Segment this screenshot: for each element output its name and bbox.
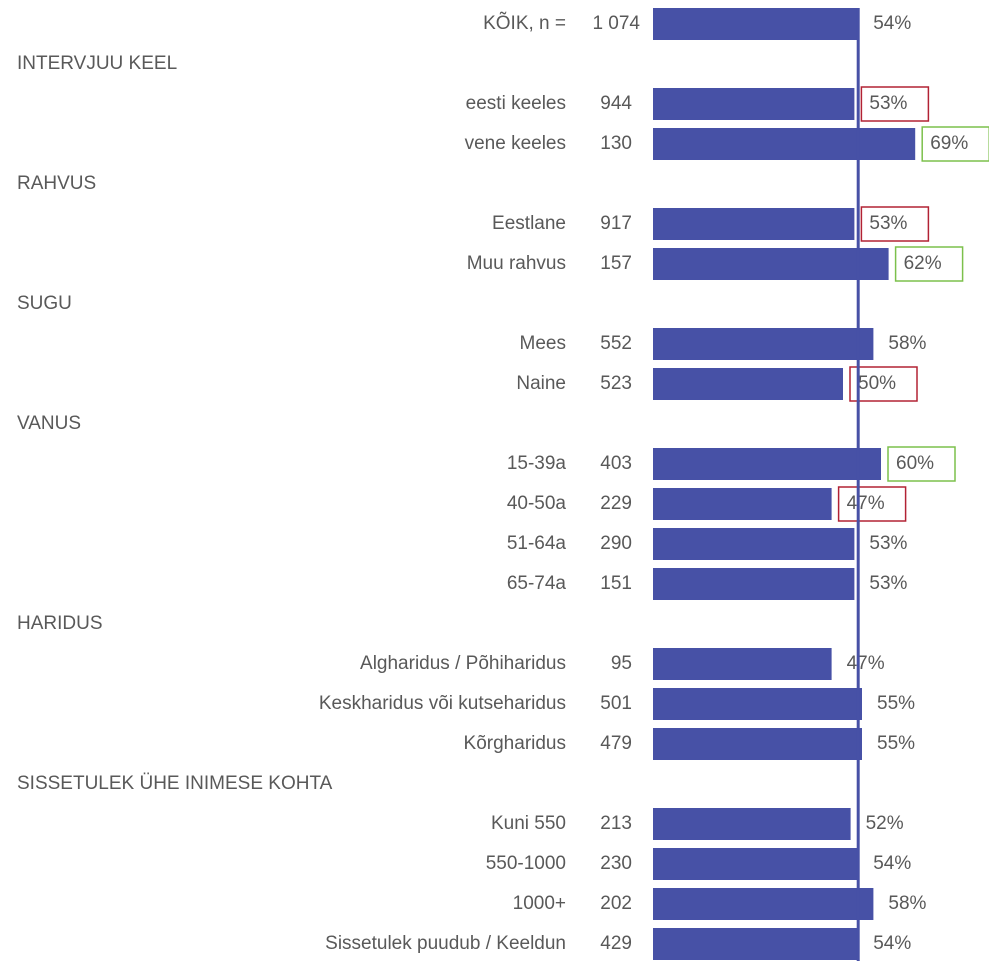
row-label: Muu rahvus	[467, 253, 566, 274]
row-n: 157	[600, 253, 632, 274]
row-label: Kuni 550	[491, 813, 566, 834]
value-label: 53%	[869, 573, 907, 594]
row-n: 944	[600, 93, 632, 114]
value-label: 55%	[877, 733, 915, 754]
value-label: 55%	[877, 693, 915, 714]
row-label: eesti keeles	[466, 93, 566, 114]
value-label: 54%	[873, 853, 911, 874]
row-label: 15-39a	[507, 453, 567, 474]
row-label: Sissetulek puudub / Keeldun	[325, 933, 566, 954]
row-n: 202	[600, 893, 632, 914]
value-label: 47%	[847, 653, 885, 674]
value-label: 52%	[866, 813, 904, 834]
highlight-box	[837, 486, 907, 522]
row-label: 1000+	[513, 893, 566, 914]
row-label: 65-74a	[507, 573, 567, 594]
bar	[653, 368, 843, 400]
row-label: Naine	[516, 373, 566, 394]
row-label: Eestlane	[492, 213, 566, 234]
row-label: 550-1000	[486, 853, 566, 874]
value-label: 69%	[930, 133, 968, 154]
bar	[653, 128, 916, 160]
bar	[653, 808, 851, 840]
bar	[653, 8, 859, 40]
bar	[653, 648, 832, 680]
value-label: 58%	[888, 333, 926, 354]
group-header: SISSETULEK ÜHE INIMESE KOHTA	[17, 773, 333, 794]
row-n: 501	[600, 693, 632, 714]
group-header: SUGU	[17, 293, 72, 314]
value-label: 54%	[873, 933, 911, 954]
row-n: 403	[600, 453, 632, 474]
bar	[653, 928, 859, 960]
group-header: RAHVUS	[17, 173, 96, 194]
row-label: Algharidus / Põhiharidus	[360, 653, 566, 674]
value-label: 62%	[904, 253, 942, 274]
row-label: KÕIK, n =	[483, 12, 566, 34]
highlight-box	[921, 126, 989, 162]
row-n: 523	[600, 373, 632, 394]
highlight-box	[849, 366, 918, 402]
group-header: INTERVJUU KEEL	[17, 53, 177, 74]
bar	[653, 208, 855, 240]
group-header: VANUS	[17, 413, 81, 434]
row-n: 1 074	[592, 13, 640, 34]
bar	[653, 728, 862, 760]
highlight-box	[860, 206, 930, 242]
row-label: Mees	[520, 333, 566, 354]
value-label: 58%	[888, 893, 926, 914]
bar	[653, 568, 855, 600]
bar	[653, 528, 855, 560]
bar	[653, 328, 874, 360]
row-n: 229	[600, 493, 632, 514]
row-n: 95	[611, 653, 632, 674]
highlight-box	[860, 86, 930, 122]
row-label: 51-64a	[507, 533, 567, 554]
highlight-box	[894, 246, 964, 282]
value-label: 47%	[847, 493, 885, 514]
bar	[653, 688, 862, 720]
row-n: 290	[600, 533, 632, 554]
value-label: 54%	[873, 13, 911, 34]
bar	[653, 448, 881, 480]
highlight-box	[887, 446, 956, 482]
value-label: 60%	[896, 453, 934, 474]
row-n: 917	[600, 213, 632, 234]
row-n: 552	[600, 333, 632, 354]
bar	[653, 88, 855, 120]
bar	[653, 488, 832, 520]
value-label: 50%	[858, 373, 896, 394]
row-n: 429	[600, 933, 632, 954]
group-header: HARIDUS	[17, 613, 103, 634]
row-n: 151	[600, 573, 632, 594]
value-label: 53%	[869, 93, 907, 114]
row-n: 213	[600, 813, 632, 834]
row-label: 40-50a	[507, 493, 567, 514]
value-label: 53%	[869, 213, 907, 234]
bar	[653, 888, 874, 920]
row-n: 130	[600, 133, 632, 154]
row-n: 479	[600, 733, 632, 754]
row-label: Keskharidus või kutseharidus	[319, 693, 566, 714]
bar	[653, 848, 859, 880]
row-label: vene keeles	[465, 133, 566, 154]
value-label: 53%	[869, 533, 907, 554]
bar	[653, 248, 889, 280]
row-n: 230	[600, 853, 632, 874]
row-label: Kõrgharidus	[464, 733, 566, 754]
